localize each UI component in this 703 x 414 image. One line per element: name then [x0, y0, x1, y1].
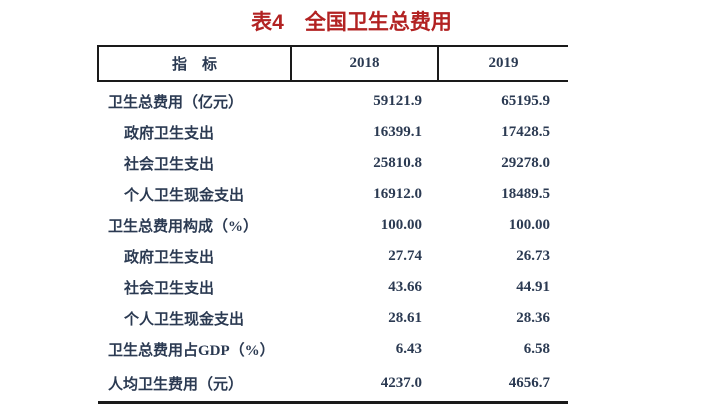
value-2019: 18489.5 — [501, 186, 550, 202]
row-label: 人均卫生费用（元） — [98, 365, 291, 404]
table-row: 个人卫生现金支出 28.61 28.36 — [98, 303, 568, 334]
value-2019: 6.58 — [523, 341, 550, 357]
value-2019: 26.73 — [516, 248, 550, 264]
row-label: 社会卫生支出 — [124, 281, 215, 297]
table-row: 人均卫生费用（元） 4237.0 4656.7 — [98, 365, 568, 404]
value-2018: 43.66 — [388, 279, 422, 295]
table-row: 社会卫生支出 25810.8 29278.0 — [98, 148, 568, 179]
table-row: 政府卫生支出 16399.1 17428.5 — [98, 117, 568, 148]
value-2018: 28.61 — [388, 310, 422, 326]
table-row: 政府卫生支出 27.74 26.73 — [98, 241, 568, 272]
value-2018: 59121.9 — [373, 93, 422, 109]
col-header-2018: 2018 — [290, 45, 438, 82]
col-header-2019: 2019 — [437, 45, 568, 82]
value-2019: 17428.5 — [501, 124, 550, 140]
col-header-indicator: 指 标 — [97, 45, 291, 82]
row-label: 社会卫生支出 — [124, 157, 215, 173]
value-2019: 65195.9 — [501, 93, 550, 109]
table-row: 卫生总费用构成（%） 100.00 100.00 — [98, 210, 568, 241]
table-row: 卫生总费用（亿元） 59121.9 65195.9 — [98, 81, 568, 117]
value-2019: 100.00 — [508, 217, 550, 233]
value-2018: 6.43 — [395, 341, 422, 357]
table-row: 社会卫生支出 43.66 44.91 — [98, 272, 568, 303]
table-row: 卫生总费用占GDP（%） 6.43 6.58 — [98, 334, 568, 365]
health-expenditure-table: 指 标 2018 2019 卫生总费用（亿元） 59121.9 65195.9 … — [97, 45, 568, 404]
value-2018: 16912.0 — [373, 186, 422, 202]
row-label: 卫生总费用构成（%） — [108, 219, 259, 235]
value-2019: 4656.7 — [438, 365, 568, 404]
table-title: 表4 全国卫生总费用 — [251, 11, 452, 34]
value-2018: 100.00 — [380, 217, 422, 233]
value-2019: 28.36 — [516, 310, 550, 326]
row-label: 卫生总费用（亿元） — [108, 95, 244, 111]
row-label: 政府卫生支出 — [124, 126, 215, 142]
table-row: 个人卫生现金支出 16912.0 18489.5 — [98, 179, 568, 210]
value-2018: 4237.0 — [291, 365, 438, 404]
value-2019: 44.91 — [516, 279, 550, 295]
row-label: 个人卫生现金支出 — [124, 312, 245, 328]
header-row: 指 标 2018 2019 — [97, 45, 568, 82]
value-2018: 16399.1 — [373, 124, 422, 140]
value-2018: 25810.8 — [373, 155, 422, 171]
row-label: 政府卫生支出 — [124, 250, 215, 266]
row-label: 卫生总费用占GDP（%） — [108, 343, 275, 359]
row-label: 个人卫生现金支出 — [124, 188, 245, 204]
value-2019: 29278.0 — [501, 155, 550, 171]
value-2018: 27.74 — [388, 248, 422, 264]
